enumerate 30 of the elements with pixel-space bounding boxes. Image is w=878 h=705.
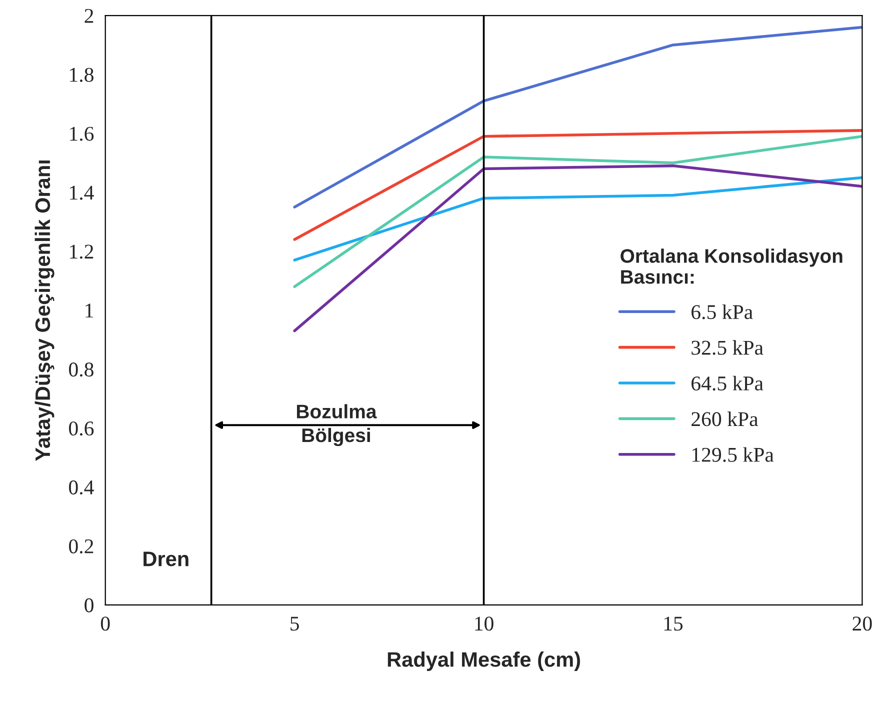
line-series	[293, 129, 862, 241]
line-series	[293, 26, 862, 208]
x-tick-label: 0	[100, 616, 110, 631]
y-tick-label: 1.4	[70, 186, 94, 200]
y-tick-label: 1.8	[70, 68, 94, 82]
x-tick-label: 20	[852, 616, 872, 631]
x-tick-label: 5	[290, 616, 299, 631]
x-axis-title: Radyal Mesafe (cm)	[388, 652, 580, 671]
legend-title: Ortalana Konsolidasyon Basıncı:	[620, 248, 842, 284]
annotation: Dren	[144, 552, 188, 566]
y-tick-label: 0	[84, 598, 94, 612]
annotation: Bozulma Bölgesi	[296, 404, 377, 446]
y-tick-label: 1	[86, 304, 93, 318]
legend-label: 6.5 kPa	[692, 304, 753, 320]
line-series	[293, 164, 862, 332]
x-tick-label: 15	[664, 616, 683, 631]
legend-label: 32.5 kPa	[692, 340, 764, 355]
y-tick-label: 0.6	[69, 421, 94, 436]
y-tick-label: 1.2	[70, 244, 94, 259]
legend-label: 64.5 kPa	[692, 376, 764, 391]
legend-label: 129.5 kPa	[692, 447, 774, 462]
x-tick-label: 10	[475, 616, 494, 631]
y-tick-label: 1.6	[70, 126, 94, 141]
y-tick-label: 0.2	[69, 539, 94, 554]
y-axis-title: Yatay/Düşey Geçirgenlik Oranı	[34, 160, 54, 461]
line-series	[293, 134, 862, 288]
y-tick-label: 0.8	[69, 362, 94, 377]
y-tick-label: 0.4	[69, 480, 94, 495]
legend-label: 260 kPa	[692, 412, 758, 426]
y-tick-label: 2	[84, 8, 94, 23]
